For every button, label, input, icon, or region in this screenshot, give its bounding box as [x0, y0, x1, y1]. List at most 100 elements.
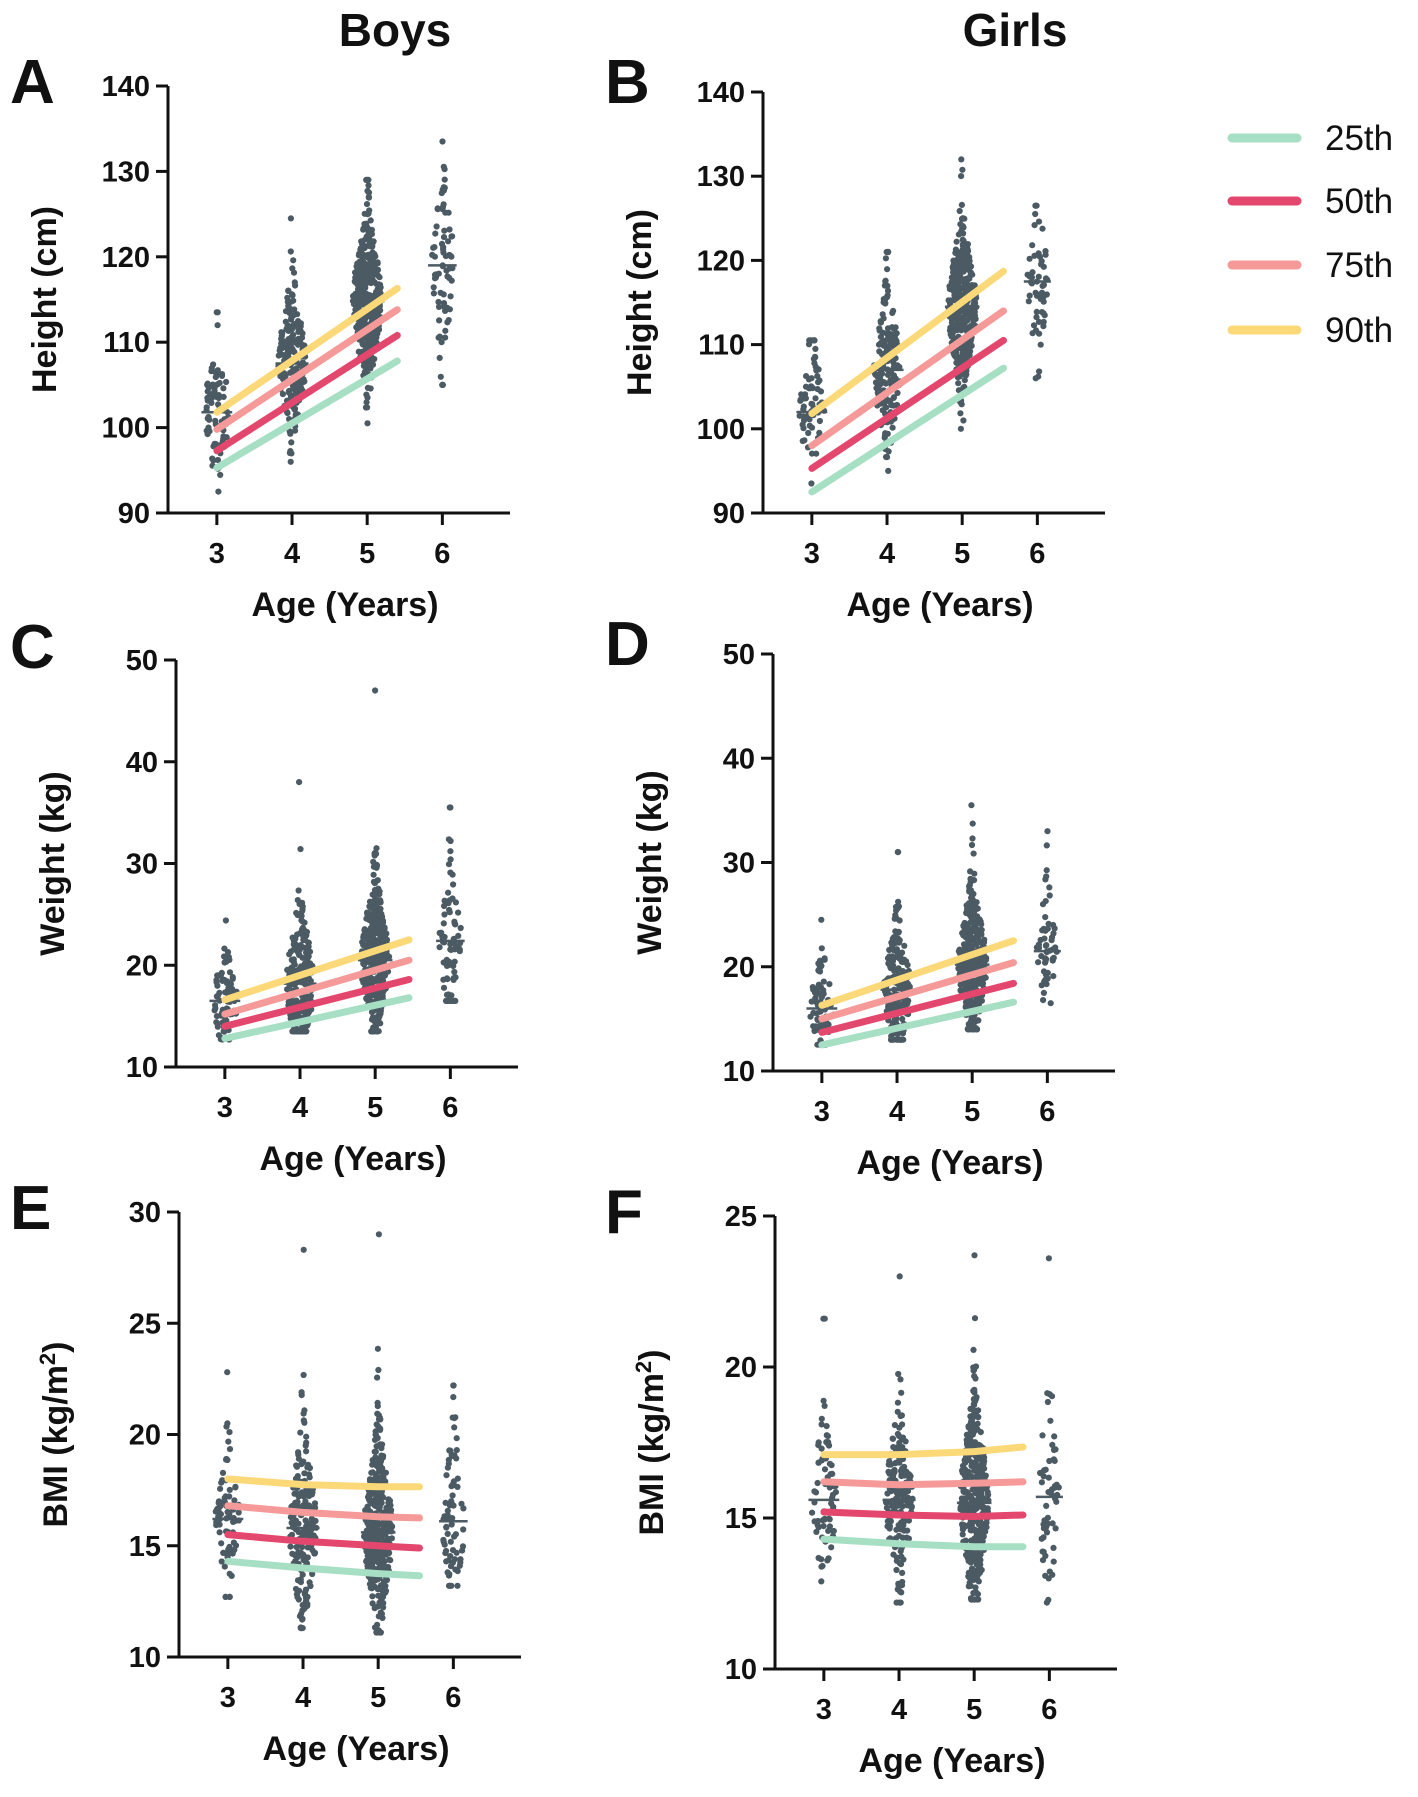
- data-point: [1036, 330, 1043, 337]
- data-point: [206, 393, 213, 400]
- data-point: [1052, 944, 1059, 951]
- data-point: [892, 912, 899, 919]
- data-point: [303, 1439, 310, 1446]
- data-point: [978, 979, 986, 986]
- data-point: [361, 210, 368, 217]
- data-point: [370, 863, 377, 870]
- data-point: [958, 277, 965, 285]
- data-point: [890, 1471, 897, 1478]
- data-point: [279, 351, 286, 358]
- y-axis-label: Height (cm): [621, 209, 659, 396]
- data-point: [448, 946, 455, 954]
- data-point: [231, 1497, 238, 1504]
- data-point: [375, 1475, 382, 1482]
- data-point: [830, 1527, 837, 1535]
- data-point: [955, 965, 962, 972]
- data-point: [365, 292, 372, 299]
- data-point: [970, 1589, 977, 1597]
- data-point: [956, 207, 963, 215]
- data-point: [952, 246, 960, 253]
- y-tick-label: 10: [725, 1654, 757, 1686]
- percentile-line-50th: [808, 336, 1007, 472]
- data-point: [1044, 1514, 1051, 1521]
- data-point: [971, 979, 978, 986]
- data-point: [809, 337, 816, 344]
- data-point: [380, 1600, 387, 1607]
- data-point: [380, 1578, 387, 1585]
- data-point: [964, 1026, 971, 1033]
- data-point: [374, 877, 381, 884]
- data-point: [958, 228, 965, 235]
- data-point: [296, 952, 303, 959]
- data-point: [1025, 298, 1032, 305]
- y-tick-label: 130: [697, 161, 745, 193]
- data-point: [816, 963, 823, 970]
- data-point: [964, 246, 971, 253]
- data-point: [971, 1397, 978, 1404]
- data-point: [297, 942, 304, 949]
- data-point: [287, 215, 294, 222]
- y-tick-label: 40: [126, 747, 158, 779]
- data-point: [287, 369, 294, 376]
- data-point: [899, 1421, 906, 1428]
- data-point: [290, 946, 297, 953]
- data-point: [377, 974, 384, 981]
- data-point: [954, 289, 961, 296]
- data-point: [226, 1429, 233, 1436]
- panel-a: A 90 100 110 120 130 140 3 4 5 6 Age (Years) Height …: [10, 48, 510, 624]
- data-point: [816, 417, 824, 425]
- data-point: [370, 858, 377, 865]
- data-point: [364, 359, 371, 366]
- data-point: [377, 1416, 384, 1423]
- data-point: [360, 242, 367, 249]
- data-point: [441, 1541, 448, 1548]
- data-points: [796, 156, 1051, 487]
- data-point: [970, 850, 977, 857]
- data-point: [976, 1569, 984, 1576]
- data-point: [226, 1446, 234, 1453]
- data-point: [1050, 1446, 1058, 1454]
- data-point: [279, 391, 286, 398]
- data-point: [816, 968, 824, 975]
- data-point: [901, 942, 908, 949]
- data-point: [222, 989, 229, 996]
- data-point: [898, 1519, 905, 1526]
- data-point: [362, 367, 369, 375]
- data-point: [287, 448, 294, 455]
- data-point: [368, 924, 376, 931]
- data-point: [958, 173, 965, 180]
- data-point: [365, 194, 372, 201]
- data-point: [1037, 1469, 1044, 1477]
- data-point: [447, 856, 454, 863]
- data-point: [898, 1001, 905, 1008]
- data-point: [369, 934, 376, 941]
- data-point: [445, 861, 453, 868]
- data-point: [450, 881, 457, 888]
- data-point: [956, 325, 963, 333]
- y-axis-label-text: Weight (kg): [631, 770, 669, 954]
- data-point: [439, 138, 446, 145]
- data-point: [438, 339, 445, 346]
- data-point: [445, 836, 452, 843]
- data-point: [443, 1558, 450, 1565]
- data-point: [361, 977, 369, 984]
- data-point: [216, 379, 223, 387]
- data-point: [451, 1533, 458, 1540]
- data-point: [442, 327, 449, 334]
- data-point: [223, 378, 230, 386]
- y-tick-label: 140: [102, 71, 150, 103]
- data-point: [364, 404, 371, 411]
- data-point: [797, 396, 805, 403]
- data-point: [363, 233, 370, 240]
- data-point: [298, 1549, 305, 1557]
- x-tick-label: 3: [209, 538, 225, 570]
- data-point: [829, 1491, 837, 1498]
- x-tick-label: 3: [816, 1694, 832, 1726]
- data-point: [371, 1436, 379, 1443]
- x-tick-label: 5: [966, 1694, 982, 1726]
- data-point: [372, 1448, 379, 1455]
- y-axis-label-text: BMI (kg/m: [633, 1373, 671, 1535]
- data-point: [436, 944, 443, 951]
- data-point: [893, 907, 900, 914]
- data-point: [815, 1439, 822, 1446]
